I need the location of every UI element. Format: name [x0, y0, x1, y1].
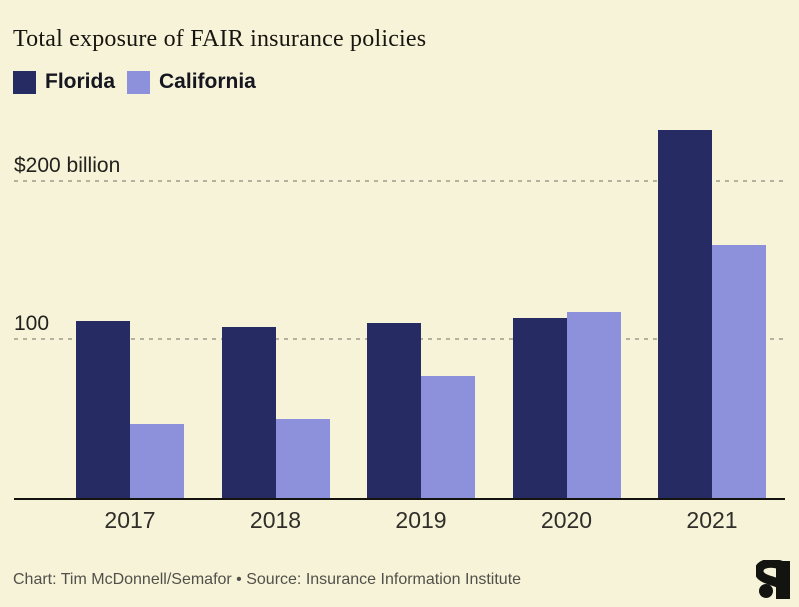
x-tick-2021: 2021	[686, 507, 738, 533]
y-grid-label-100: 100	[14, 311, 50, 335]
bar-california-2020	[566, 311, 621, 498]
x-tick-2017: 2017	[104, 507, 156, 533]
bar-florida-2021	[658, 129, 712, 498]
semafor-logo	[756, 560, 790, 599]
footer-credit: Chart: Tim McDonnell/Semafor • Source: I…	[13, 571, 522, 588]
legend-item-california: California	[127, 70, 256, 94]
chart-title: Total exposure of FAIR insurance policie…	[13, 26, 427, 52]
bar-california-2017	[130, 423, 184, 498]
plot-area: 100 $200 billion	[14, 112, 785, 500]
bar-florida-2020	[512, 317, 567, 498]
x-tick-2020: 2020	[540, 507, 593, 533]
x-axis: 2017 2018 2019 2020 2021	[14, 507, 785, 537]
bar-florida-2017	[76, 321, 130, 498]
x-tick-2018: 2018	[249, 507, 302, 533]
y-grid-label-200: $200 billion	[14, 153, 121, 177]
bar-florida-2018	[221, 327, 276, 498]
legend-label-california: California	[159, 70, 256, 93]
gridline-200	[14, 180, 785, 182]
legend-item-florida: Florida	[13, 70, 115, 94]
legend-label-florida: Florida	[45, 70, 116, 93]
bar-california-2018	[275, 419, 330, 498]
legend: Florida California	[13, 70, 256, 94]
bar-california-2021	[712, 245, 766, 498]
legend-swatch-florida	[13, 70, 36, 94]
legend-swatch-california	[127, 70, 151, 94]
x-tick-2019: 2019	[395, 507, 447, 533]
bar-florida-2019	[367, 322, 421, 498]
bar-california-2019	[421, 376, 475, 498]
